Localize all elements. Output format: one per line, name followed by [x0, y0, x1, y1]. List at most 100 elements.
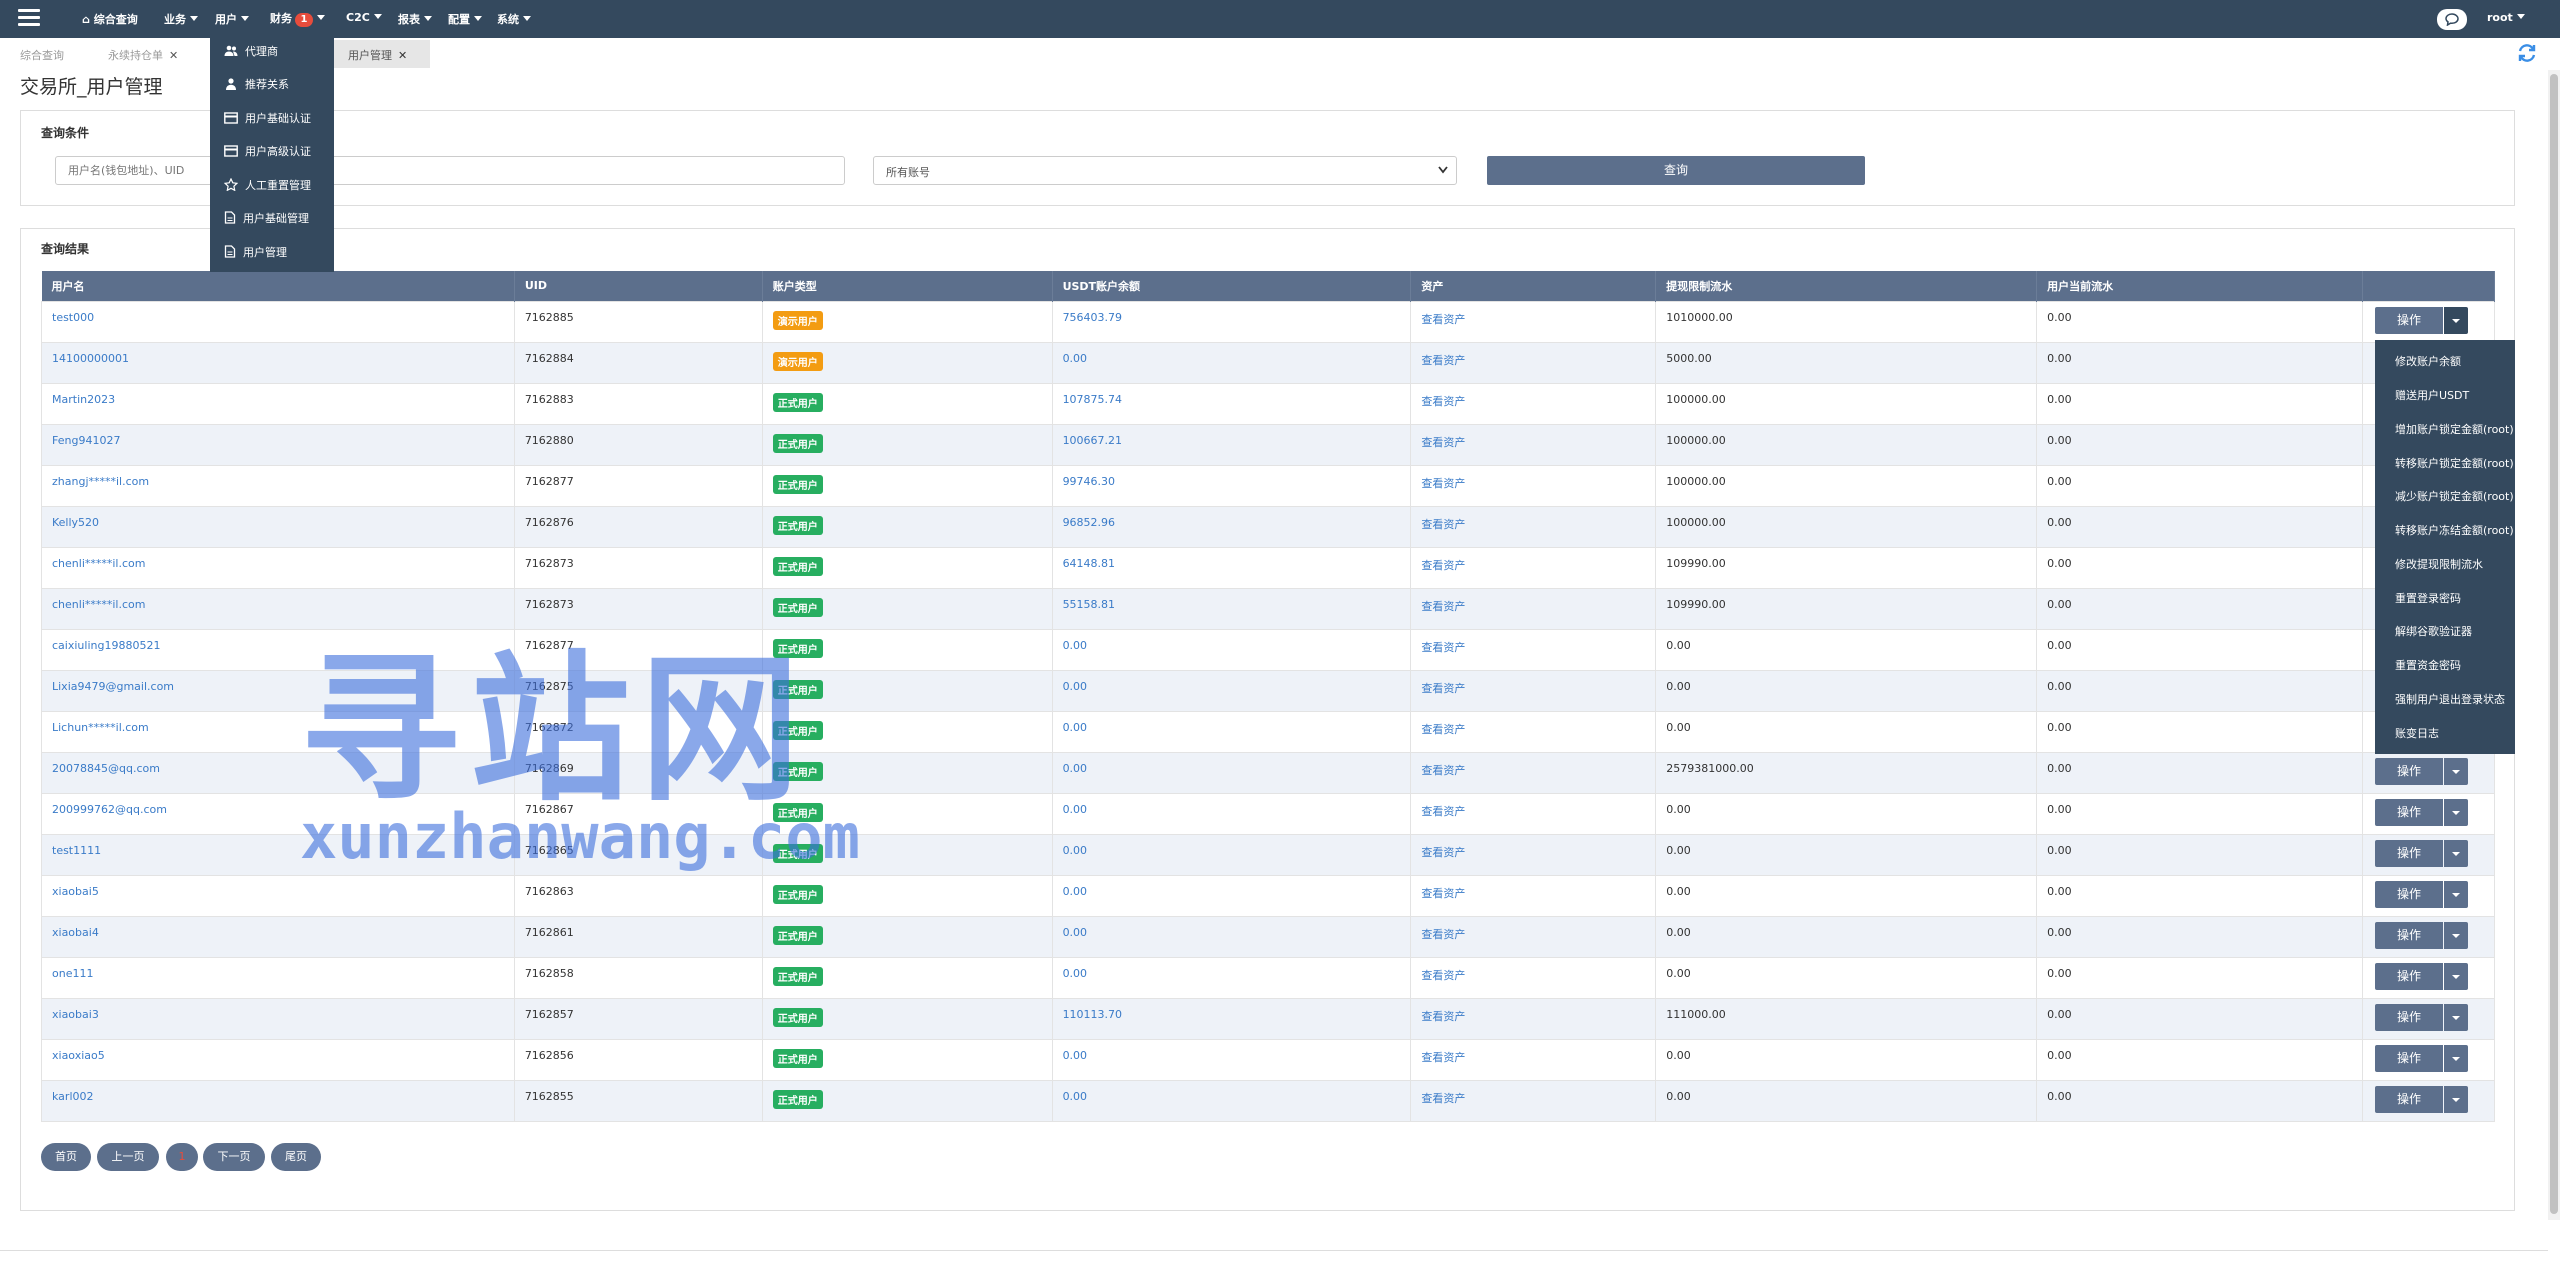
balance-link[interactable]: 0.00 [1062, 679, 1088, 693]
view-assets-link[interactable]: 查看资产 [1421, 353, 1466, 367]
operation-button[interactable]: 操作 [2374, 839, 2443, 867]
op-add-locked[interactable]: 增加账户锁定金额(root) [2395, 423, 2514, 436]
username-link[interactable]: xiaobai5 [52, 884, 99, 898]
view-assets-link[interactable]: 查看资产 [1421, 886, 1466, 900]
query-button[interactable]: 查询 [1487, 156, 1865, 185]
operation-dropdown-toggle[interactable] [2443, 1085, 2468, 1113]
username-link[interactable]: chenli*****il.com [52, 556, 146, 570]
nav-finance[interactable]: 财务 1 [270, 10, 325, 27]
view-assets-link[interactable]: 查看资产 [1421, 681, 1466, 695]
op-reset-fund-pwd[interactable]: 重置资金密码 [2395, 659, 2461, 672]
view-assets-link[interactable]: 查看资产 [1421, 1009, 1466, 1023]
username-link[interactable]: Martin2023 [52, 392, 116, 406]
op-transfer-frozen[interactable]: 转移账户冻结金额(root) [2395, 524, 2514, 537]
username-link[interactable]: Lixia9479@gmail.com [52, 679, 175, 693]
nav-config[interactable]: 配置 [448, 11, 482, 27]
username-link[interactable]: one111 [52, 966, 94, 980]
operation-dropdown-toggle[interactable] [2443, 798, 2468, 826]
operation-button[interactable]: 操作 [2374, 962, 2443, 990]
menu-item-user-manage[interactable]: 用户管理 [224, 244, 287, 260]
menu-item-basic-manage[interactable]: 用户基础管理 [224, 210, 309, 226]
balance-link[interactable]: 756403.79 [1062, 310, 1123, 324]
balance-link[interactable]: 110113.70 [1062, 1007, 1123, 1021]
balance-link[interactable]: 55158.81 [1062, 597, 1116, 611]
nav-system[interactable]: 系统 [497, 11, 531, 27]
balance-link[interactable]: 0.00 [1062, 843, 1088, 857]
view-assets-link[interactable]: 查看资产 [1421, 1091, 1466, 1105]
user-menu[interactable]: root [2487, 11, 2525, 24]
username-link[interactable]: Lichun*****il.com [52, 720, 149, 734]
account-type-select[interactable]: 所有账号 [873, 156, 1457, 185]
op-transfer-locked[interactable]: 转移账户锁定金额(root) [2395, 457, 2514, 470]
view-assets-link[interactable]: 查看资产 [1421, 435, 1466, 449]
nav-home[interactable]: ⌂ 综合查询 [82, 11, 138, 27]
view-assets-link[interactable]: 查看资产 [1421, 722, 1466, 736]
view-assets-link[interactable]: 查看资产 [1421, 804, 1466, 818]
username-link[interactable]: Feng941027 [52, 433, 121, 447]
username-link[interactable]: zhangj*****il.com [52, 474, 150, 488]
op-gift-usdt[interactable]: 赠送用户USDT [2395, 389, 2470, 402]
operation-button[interactable]: 操作 [2374, 921, 2443, 949]
balance-link[interactable]: 107875.74 [1062, 392, 1123, 406]
op-force-logout[interactable]: 强制用户退出登录状态 [2395, 693, 2505, 706]
view-assets-link[interactable]: 查看资产 [1421, 1050, 1466, 1064]
view-assets-link[interactable]: 查看资产 [1421, 558, 1466, 572]
username-link[interactable]: 200999762@qq.com [52, 802, 167, 816]
menu-item-advanced-verify[interactable]: 用户高级认证 [224, 143, 311, 159]
view-assets-link[interactable]: 查看资产 [1421, 599, 1466, 613]
operation-dropdown-toggle[interactable] [2443, 757, 2468, 785]
username-link[interactable]: xiaobai3 [52, 1007, 99, 1021]
operation-button[interactable]: 操作 [2374, 1003, 2443, 1031]
op-unbind-google[interactable]: 解绑谷歌验证器 [2395, 625, 2472, 638]
tab-user-management[interactable]: 用户管理 ✕ [330, 40, 430, 68]
balance-link[interactable]: 0.00 [1062, 1089, 1088, 1103]
op-balance-log[interactable]: 账变日志 [2395, 727, 2439, 740]
operation-dropdown-toggle[interactable] [2443, 921, 2468, 949]
view-assets-link[interactable]: 查看资产 [1421, 927, 1466, 941]
op-edit-balance[interactable]: 修改账户余额 [2395, 355, 2461, 368]
username-link[interactable]: Kelly520 [52, 515, 100, 529]
view-assets-link[interactable]: 查看资产 [1421, 845, 1466, 859]
username-link[interactable]: 20078845@qq.com [52, 761, 160, 775]
page-next-button[interactable]: 下一页 [203, 1143, 265, 1171]
scrollbar-thumb[interactable] [2550, 74, 2558, 1214]
balance-link[interactable]: 0.00 [1062, 966, 1088, 980]
username-link[interactable]: karl002 [52, 1089, 94, 1103]
refresh-icon[interactable] [2516, 42, 2538, 67]
view-assets-link[interactable]: 查看资产 [1421, 640, 1466, 654]
username-link[interactable]: xiaobai4 [52, 925, 99, 939]
menu-item-basic-verify[interactable]: 用户基础认证 [224, 110, 311, 126]
page-prev-button[interactable]: 上一页 [97, 1143, 159, 1171]
operation-dropdown-toggle[interactable] [2443, 880, 2468, 908]
op-reduce-locked[interactable]: 减少账户锁定金额(root) [2395, 490, 2514, 503]
menu-item-manual-reset[interactable]: 人工重置管理 [223, 177, 311, 193]
page-current-button[interactable]: 1 [166, 1143, 198, 1171]
nav-c2c[interactable]: C2C [346, 11, 382, 24]
nav-reports[interactable]: 报表 [398, 11, 432, 27]
operation-dropdown-toggle[interactable] [2443, 1003, 2468, 1031]
username-link[interactable]: xiaoxiao5 [52, 1048, 105, 1062]
username-link[interactable]: test000 [52, 310, 95, 324]
hamburger-menu-icon[interactable] [18, 9, 40, 29]
username-link[interactable]: chenli*****il.com [52, 597, 146, 611]
balance-link[interactable]: 0.00 [1062, 351, 1088, 365]
balance-link[interactable]: 0.00 [1062, 884, 1088, 898]
username-link[interactable]: test1111 [52, 843, 102, 857]
balance-link[interactable]: 0.00 [1062, 802, 1088, 816]
nav-users[interactable]: 用户 [215, 11, 249, 27]
page-last-button[interactable]: 尾页 [271, 1143, 321, 1171]
op-reset-login-pwd[interactable]: 重置登录密码 [2395, 592, 2461, 605]
close-icon[interactable]: ✕ [398, 49, 408, 62]
search-input[interactable] [55, 156, 845, 185]
balance-link[interactable]: 0.00 [1062, 638, 1088, 652]
chat-button[interactable] [2437, 9, 2467, 30]
balance-link[interactable]: 96852.96 [1062, 515, 1116, 529]
operation-button[interactable]: 操作 [2374, 757, 2443, 785]
operation-button[interactable]: 操作 [2374, 306, 2443, 334]
tab-home[interactable]: 综合查询 [20, 47, 64, 63]
balance-link[interactable]: 0.00 [1062, 720, 1088, 734]
balance-link[interactable]: 0.00 [1062, 1048, 1088, 1062]
view-assets-link[interactable]: 查看资产 [1421, 476, 1466, 490]
balance-link[interactable]: 100667.21 [1062, 433, 1123, 447]
operation-dropdown-toggle[interactable] [2443, 962, 2468, 990]
